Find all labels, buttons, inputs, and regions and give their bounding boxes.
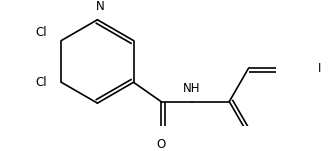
Text: O: O	[156, 138, 166, 151]
Text: NH: NH	[183, 82, 200, 95]
Text: Cl: Cl	[35, 76, 47, 89]
Text: Cl: Cl	[35, 26, 47, 39]
Text: I: I	[317, 62, 321, 75]
Text: N: N	[95, 0, 104, 13]
